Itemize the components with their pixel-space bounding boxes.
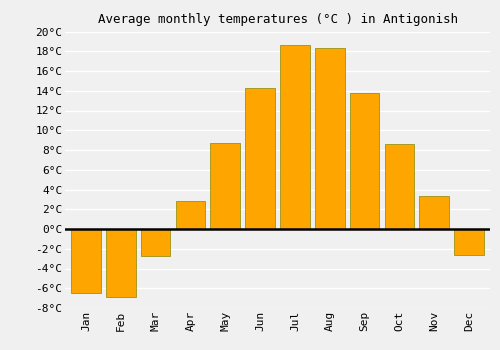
Bar (210, 143, 240, 229)
Bar (246, 88, 275, 229)
Bar (420, 196, 449, 229)
Bar (141, 229, 171, 256)
Title: Average monthly temperatures (°C ) in Antigonish: Average monthly temperatures (°C ) in An… (98, 13, 458, 26)
Bar (280, 45, 310, 229)
Bar (384, 144, 414, 229)
Bar (176, 201, 205, 229)
Bar (106, 229, 136, 297)
Bar (454, 229, 484, 255)
Bar (315, 48, 344, 229)
Bar (71, 229, 101, 293)
Bar (350, 93, 380, 229)
